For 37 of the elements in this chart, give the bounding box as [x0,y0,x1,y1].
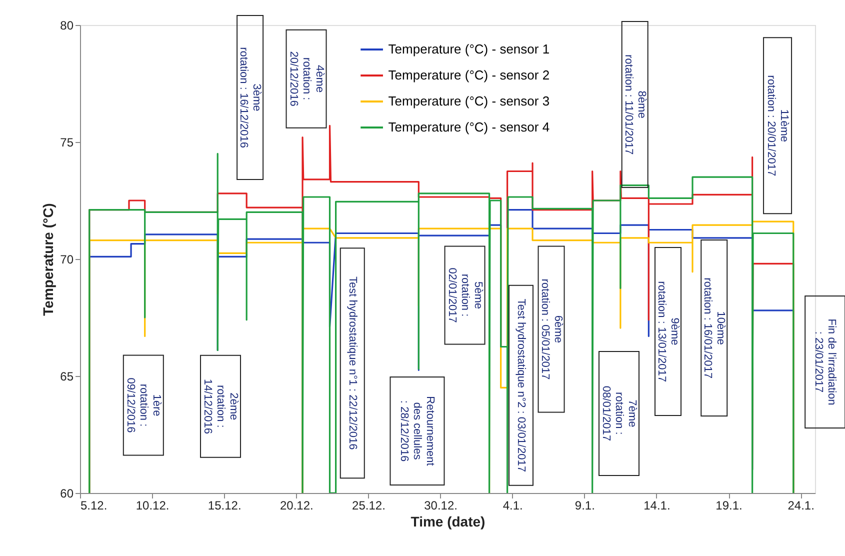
x-tick-label: 5.12. [80,498,108,512]
x-tick-label: 9.1. [574,498,595,512]
x-tick-label: 20.12. [280,498,314,512]
y-tick-label: 60 [60,486,74,500]
annotation: 4ème rotation : 20/12/2016 [287,51,326,106]
annotation: Fin de l'irradiation : 23/01/2017 [812,318,838,406]
annotation: 6ème rotation : 05/01/2017 [538,278,564,380]
x-tick-label: 4.1. [502,498,523,512]
y-tick-label: 80 [60,18,74,32]
annotation: 8ème rotation : 11/01/2017 [622,54,648,155]
annotation: Test hydrostatique n°1 : 22/12/2016 [346,276,358,450]
x-tick-label: 25.12. [352,498,386,512]
legend-label: Temperature (°C) - sensor 3 [388,94,550,108]
y-tick-label: 65 [60,370,74,384]
annotation: 3ème rotation : 16/12/2016 [238,47,263,148]
annotation: 9ème rotation : 13/01/2017 [656,281,680,382]
y-axis-title: Temperature (°C) [40,203,56,316]
annotation: Retournement des cellules : 28/12/2016 [398,396,436,466]
legend-label: Temperature (°C) - sensor 4 [388,120,550,134]
x-tick-label: 24.1. [788,498,814,512]
annotation: Test hydrostatique n°2 : 03/01/2017 [515,298,527,472]
x-tick-label: 30.12. [424,498,458,512]
annotation: 5ème rotation : 02/01/2017 [446,268,484,323]
x-tick-label: 10.12. [136,498,170,512]
legend-label: Temperature (°C) - sensor 2 [388,68,550,82]
annotation: 7ème rotation : 08/01/2017 [600,386,638,441]
legend-label: Temperature (°C) - sensor 1 [388,42,550,56]
annotation: 2ème rotation : 14/12/2016 [202,378,240,434]
annotation: 1ère rotation : 09/12/2016 [124,378,162,433]
x-axis-title: Time (date) [410,514,486,530]
y-tick-label: 70 [60,252,74,266]
annotation: 11ème rotation : 20/01/2017 [765,75,790,176]
x-tick-label: 19.1. [716,498,742,512]
x-tick-label: 14.1. [644,498,670,512]
annotation: 10ème rotation : 16/01/2017 [702,278,727,378]
x-tick-label: 15.12. [208,498,242,512]
y-tick-label: 75 [60,136,74,150]
